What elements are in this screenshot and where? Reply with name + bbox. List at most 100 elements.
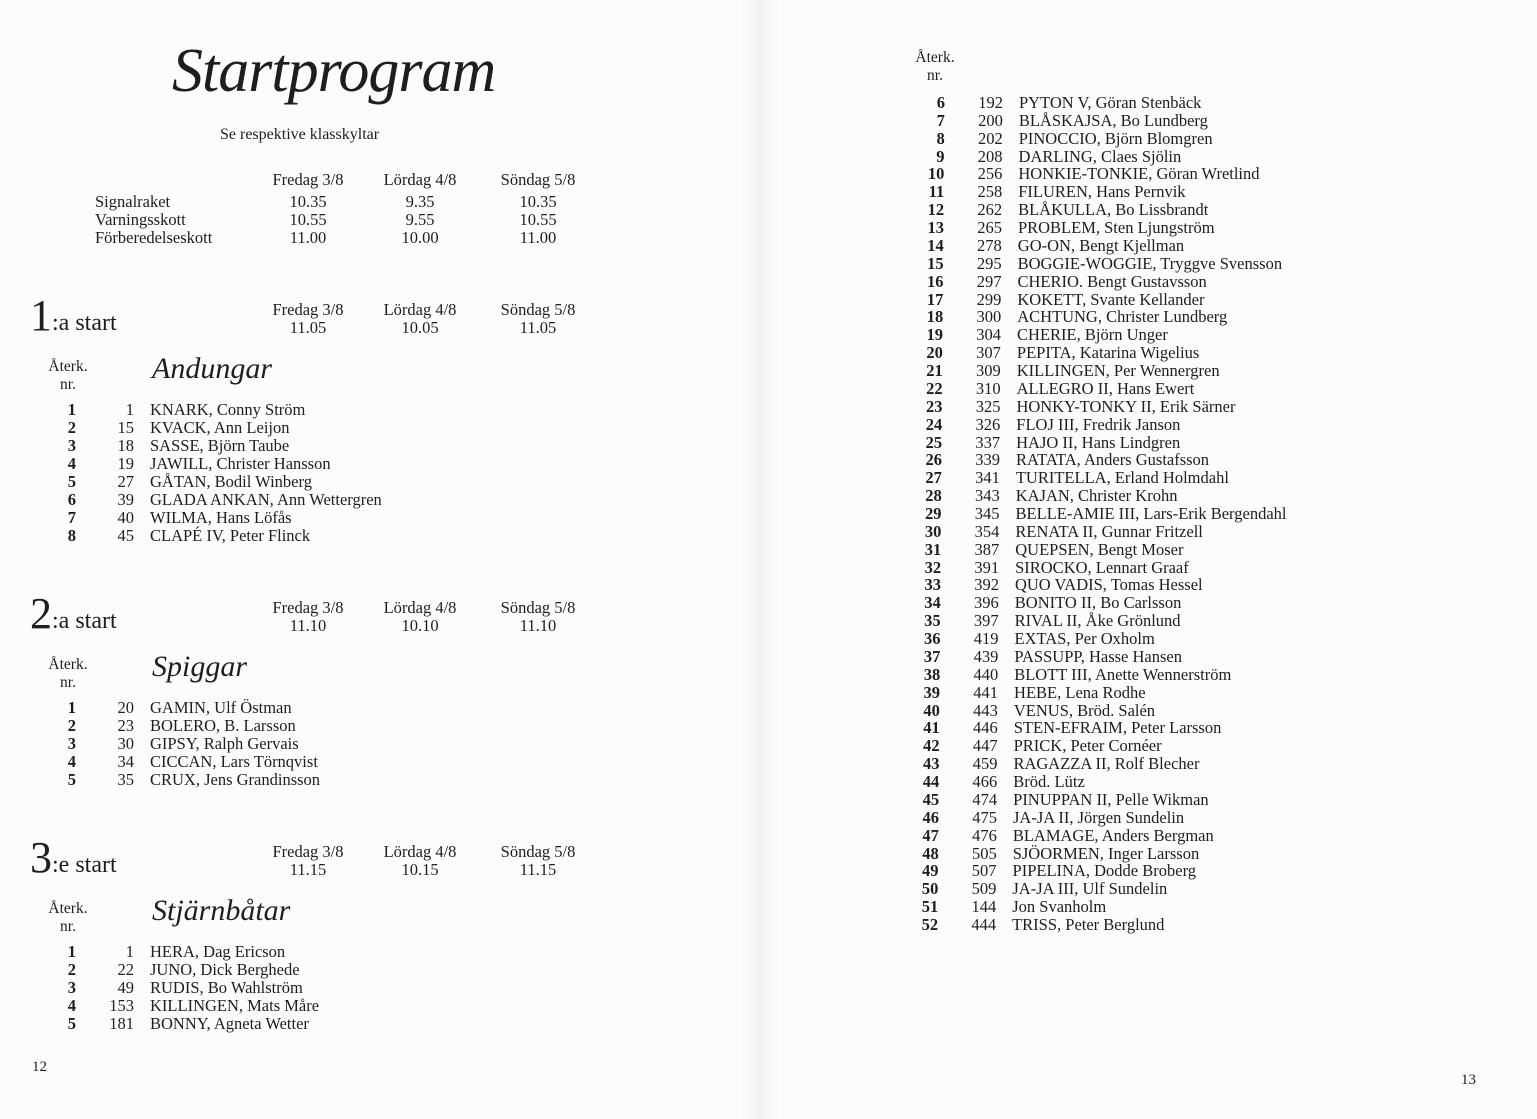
list-item: 34 396 BONITO II, Bo Carlsson	[0, 594, 1537, 612]
boat-and-skipper: KNARK, Conny Ström	[150, 400, 306, 419]
list-item: 22 310 ALLEGRO II, Hans Ewert	[0, 378, 1537, 398]
list-item: 3 49 RUDIS, Bo Wahlström	[0, 979, 700, 997]
return-number: 2	[67, 716, 76, 735]
return-number: 23	[925, 396, 943, 416]
list-item: 18 300 ACHTUNG, Christer Lundberg	[0, 308, 1537, 326]
boat-and-skipper: PROBLEM, Sten Ljungström	[1017, 218, 1215, 238]
boat-and-skipper: BLAMAGE, Anders Bergman	[1012, 825, 1214, 845]
boat-and-skipper: KOKETT, Svante Kellander	[1017, 289, 1205, 309]
boat-and-skipper: SJÖORMEN, Inger Larsson	[1012, 843, 1200, 863]
return-number: 22	[926, 378, 943, 398]
list-item: 5 35 CRUX, Jens Grandinsson	[0, 771, 700, 789]
sail-number: 392	[974, 575, 999, 595]
return-number: 16	[927, 271, 944, 291]
sail-number: 447	[972, 736, 998, 756]
start-day: Fredag 3/8	[272, 842, 344, 861]
boat-and-skipper: RENATA II, Gunnar Fritzell	[1015, 521, 1203, 541]
boat-and-skipper: PYTON V, Göran Stenbäck	[1019, 93, 1202, 112]
list-item: 39 441 HEBE, Lena Rodhe	[0, 682, 1537, 702]
return-number: 35	[924, 611, 941, 631]
aterk-header: Återk. nr.	[38, 656, 98, 692]
aterk-label: Återk.	[48, 358, 88, 375]
boat-and-skipper: QUEPSEN, Bengt Moser	[1015, 539, 1184, 559]
boat-and-skipper: JA-JA II, Jörgen Sundelin	[1013, 807, 1185, 827]
sail-number: 419	[973, 629, 999, 649]
boat-and-skipper: KILLINGEN, Per Wennergren	[1016, 361, 1220, 381]
boat-and-skipper: GLADA ANKAN, Ann Wettergren	[150, 490, 382, 509]
boat-and-skipper: PRICK, Peter Cornéer	[1013, 736, 1162, 756]
return-number: 1	[67, 698, 76, 717]
page-number: 12	[32, 1059, 47, 1075]
return-number: 14	[927, 235, 944, 255]
signal-time: 10.55	[519, 210, 557, 229]
return-number: 48	[922, 843, 939, 863]
return-number: 46	[922, 807, 940, 827]
page-title: Startprogram	[172, 37, 496, 105]
sail-number: 15	[117, 418, 135, 437]
return-number: 2	[67, 418, 76, 437]
aterk-label: Återk.	[48, 656, 88, 673]
list-item: 52 444 TRISS, Peter Berglund	[0, 916, 1537, 934]
return-number: 5	[67, 770, 76, 789]
boat-and-skipper: JAWILL, Christer Hansson	[150, 454, 331, 473]
boat-and-skipper: PASSUPP, Hasse Hansen	[1014, 646, 1182, 666]
boat-and-skipper: CICCAN, Lars Törnqvist	[150, 752, 318, 771]
boat-and-skipper: GÅTAN, Bodil Winberg	[150, 472, 312, 491]
list-item: 17 299 KOKETT, Svante Kellander	[0, 289, 1537, 309]
return-number: 11	[928, 182, 945, 202]
sail-number: 441	[973, 682, 999, 702]
return-number: 29	[925, 504, 942, 523]
boat-and-skipper: JA-JA III, Ulf Sundelin	[1012, 879, 1168, 899]
boat-and-skipper: BLÅSKAJSA, Bo Lundberg	[1018, 110, 1208, 130]
sail-number: 343	[974, 486, 1000, 506]
sail-number: 295	[976, 253, 1002, 273]
signal-label: Signalraket	[95, 192, 171, 211]
boat-and-skipper: WILMA, Hans Löfås	[150, 508, 292, 527]
boat-and-skipper: TRISS, Peter Berglund	[1012, 915, 1165, 935]
return-number: 32	[924, 557, 942, 577]
list-item: 21 309 KILLINGEN, Per Wennergren	[0, 362, 1537, 380]
sail-number: 396	[974, 593, 999, 613]
day-header: Söndag 5/8	[500, 170, 576, 189]
boat-and-skipper: HONKIE-TONKIE, Göran Wretlind	[1018, 164, 1260, 184]
sail-number: 181	[109, 1014, 134, 1033]
return-number: 27	[925, 468, 942, 488]
list-item: 32 391 SIROCKO, Lennart Graaf	[0, 557, 1537, 577]
sail-number: 23	[117, 716, 135, 735]
boat-and-skipper: GAMIN, Ulf Östman	[150, 698, 292, 717]
list-item: 30 354 RENATA II, Gunnar Fritzell	[0, 521, 1537, 541]
aterk-header: Återk. nr.	[905, 49, 965, 85]
return-number: 15	[927, 253, 944, 273]
sail-number: 262	[977, 200, 1003, 220]
return-number: 1	[67, 400, 76, 419]
boat-and-skipper: PEPITA, Katarina Wigelius	[1016, 343, 1200, 363]
start-time: 11.05	[519, 318, 557, 337]
boat-and-skipper: STEN-EFRAIM, Peter Larsson	[1013, 718, 1222, 738]
sail-number: 304	[976, 325, 1002, 345]
aterk-label: Återk.	[48, 900, 88, 917]
list-item: 2 22 JUNO, Dick Berghede	[0, 961, 700, 979]
list-item: 26 339 RATATA, Anders Gustafsson	[0, 451, 1537, 469]
boat-and-skipper: BELLE-AMIE III, Lars-Erik Bergendahl	[1015, 504, 1287, 523]
boat-and-skipper: GIPSY, Ralph Gervais	[150, 734, 299, 753]
sail-number: 397	[973, 611, 999, 631]
start-numeral: 1	[30, 291, 52, 340]
list-item: 33 392 QUO VADIS, Tomas Hessel	[0, 576, 1537, 594]
sail-number: 466	[972, 772, 998, 792]
return-number: 41	[923, 718, 940, 738]
list-item: 5 181 BONNY, Agneta Wetter	[0, 1015, 700, 1033]
return-number: 49	[922, 861, 939, 881]
boat-and-skipper: SIROCKO, Lennart Graaf	[1015, 557, 1189, 577]
boat-and-skipper: RATATA, Anders Gustafsson	[1016, 450, 1210, 470]
sail-number: 49	[117, 978, 135, 997]
return-number: 4	[67, 996, 76, 1015]
start-day: Lördag 4/8	[383, 598, 457, 617]
boat-and-skipper: KAJAN, Christer Krohn	[1015, 486, 1178, 506]
return-number: 2	[67, 960, 76, 979]
start-time: 10.10	[401, 616, 439, 635]
list-item: 8 45 CLAPÉ IV, Peter Flinck	[0, 527, 700, 545]
signal-time: 9.55	[405, 210, 435, 229]
boat-and-skipper: PIPELINA, Dodde Broberg	[1012, 861, 1197, 881]
sail-number: 509	[971, 879, 997, 899]
sail-number: 325	[975, 396, 1001, 416]
